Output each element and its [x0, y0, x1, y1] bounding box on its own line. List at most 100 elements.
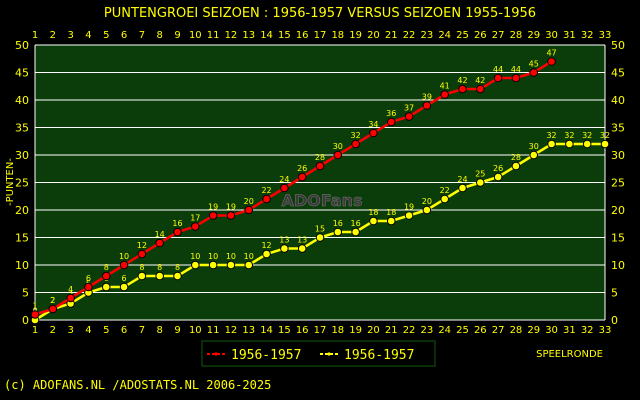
x-tick-label: 23: [421, 325, 434, 336]
data-label: 17: [190, 214, 200, 223]
data-point: [48, 304, 58, 314]
x-tick-label: 21: [385, 30, 398, 41]
y-tick-label: 50: [15, 39, 29, 52]
data-label: 2: [50, 296, 55, 305]
y-tick-label: 50: [611, 39, 625, 52]
x-tick-label: 19: [349, 30, 362, 41]
y-tick-label: 15: [15, 232, 29, 245]
data-point: [458, 84, 467, 94]
data-point: [280, 183, 289, 193]
x-tick-label: 2: [50, 325, 56, 336]
data-point: [244, 260, 254, 270]
x-tick-label: 32: [581, 30, 594, 41]
data-label: 24: [279, 175, 289, 184]
data-point: [315, 233, 325, 242]
data-point: [458, 183, 467, 193]
data-label: 10: [244, 252, 254, 261]
grid-lines: [34, 44, 606, 321]
x-tick-label: 24: [438, 30, 451, 41]
data-label: 26: [493, 164, 503, 173]
x-tick-label: 14: [260, 30, 273, 41]
x-tick-label: 13: [242, 325, 255, 336]
y-tick-label: 0: [22, 314, 29, 327]
data-point: [155, 238, 164, 248]
x-tick-label: 2: [50, 30, 56, 41]
y-tick-labels-left: 0 5 10 15 20 25 30 35 40 45 50: [15, 39, 29, 327]
legend-marker: [214, 352, 218, 356]
x-tick-label: 26: [474, 30, 487, 41]
data-label: 26: [297, 164, 307, 173]
x-tick-label: 28: [510, 325, 523, 336]
data-point: [369, 216, 378, 226]
data-point: [476, 84, 485, 94]
data-point: [476, 178, 485, 187]
legend-label: 1956-1957: [231, 348, 301, 363]
data-label: 16: [172, 219, 182, 228]
x-tick-label: 10: [189, 325, 202, 336]
data-point: [333, 150, 343, 160]
data-point: [600, 139, 610, 149]
chart-title: PUNTENGROEI SEIZOEN : 1956-1957 VERSUS S…: [104, 6, 536, 21]
x-tick-label: 9: [174, 325, 180, 336]
x-tick-label: 30: [545, 30, 558, 41]
y-tick-label: 5: [611, 287, 618, 300]
x-tick-label: 14: [260, 325, 273, 336]
data-label: 44: [493, 65, 503, 74]
x-tick-label: 27: [492, 325, 505, 336]
x-axis-label: SPEELRONDE: [536, 349, 603, 360]
data-point: [440, 194, 449, 204]
data-point: [101, 282, 111, 292]
x-tick-labels-top: 1 2 3 4 5 6 7 8 9 10 11 12 13 14 15 16 17 18 19 20 21 22 23 24 2…: [32, 30, 612, 41]
series-2: 0235668881010101012131315161618181920222…: [30, 131, 610, 325]
y-tick-label: 40: [611, 94, 625, 107]
x-tick-label: 10: [189, 30, 202, 41]
data-label: 12: [261, 241, 271, 250]
data-label: 4: [68, 285, 73, 294]
legend-item: 1956-1957: [207, 348, 301, 363]
data-point: [582, 139, 592, 149]
y-tick-label: 10: [15, 259, 29, 272]
data-label: 32: [351, 131, 361, 140]
data-label: 42: [457, 76, 467, 85]
data-label: 12: [137, 241, 147, 250]
x-tick-label: 12: [225, 325, 238, 336]
y-tick-label: 40: [15, 94, 29, 107]
x-tick-label: 8: [157, 30, 163, 41]
x-tick-label: 11: [207, 325, 220, 336]
data-label: 16: [351, 219, 361, 228]
x-tick-label: 27: [492, 30, 505, 41]
data-point: [386, 117, 396, 127]
data-point: [280, 244, 289, 253]
data-label: 15: [315, 225, 325, 234]
x-tick-label: 17: [314, 30, 327, 41]
legend-marker: [327, 352, 331, 356]
x-tick-label: 30: [545, 325, 558, 336]
data-label: 18: [368, 208, 378, 217]
data-point: [173, 271, 182, 281]
data-label: 37: [404, 104, 414, 113]
x-tick-label: 13: [242, 30, 255, 41]
x-tick-label: 16: [296, 30, 309, 41]
y-tick-label: 5: [22, 287, 29, 300]
data-point: [137, 249, 147, 259]
x-tick-label: 6: [121, 30, 127, 41]
data-label: 42: [475, 76, 485, 85]
x-tick-label: 8: [157, 325, 163, 336]
data-label: 28: [315, 153, 325, 162]
data-point: [191, 260, 200, 270]
data-label: 2: [50, 296, 55, 305]
data-label: 13: [297, 236, 307, 245]
y-tick-label: 45: [15, 67, 29, 80]
data-label: 25: [475, 170, 485, 179]
x-tick-label: 33: [599, 325, 612, 336]
x-tick-label: 22: [403, 30, 416, 41]
data-label: 8: [175, 263, 180, 272]
data-point: [208, 260, 218, 270]
x-tick-label: 23: [421, 30, 434, 41]
x-tick-label: 16: [296, 325, 309, 336]
data-label: 6: [86, 274, 91, 283]
y-axis-label: -PUNTEN-: [5, 158, 16, 206]
x-tick-label: 26: [474, 325, 487, 336]
